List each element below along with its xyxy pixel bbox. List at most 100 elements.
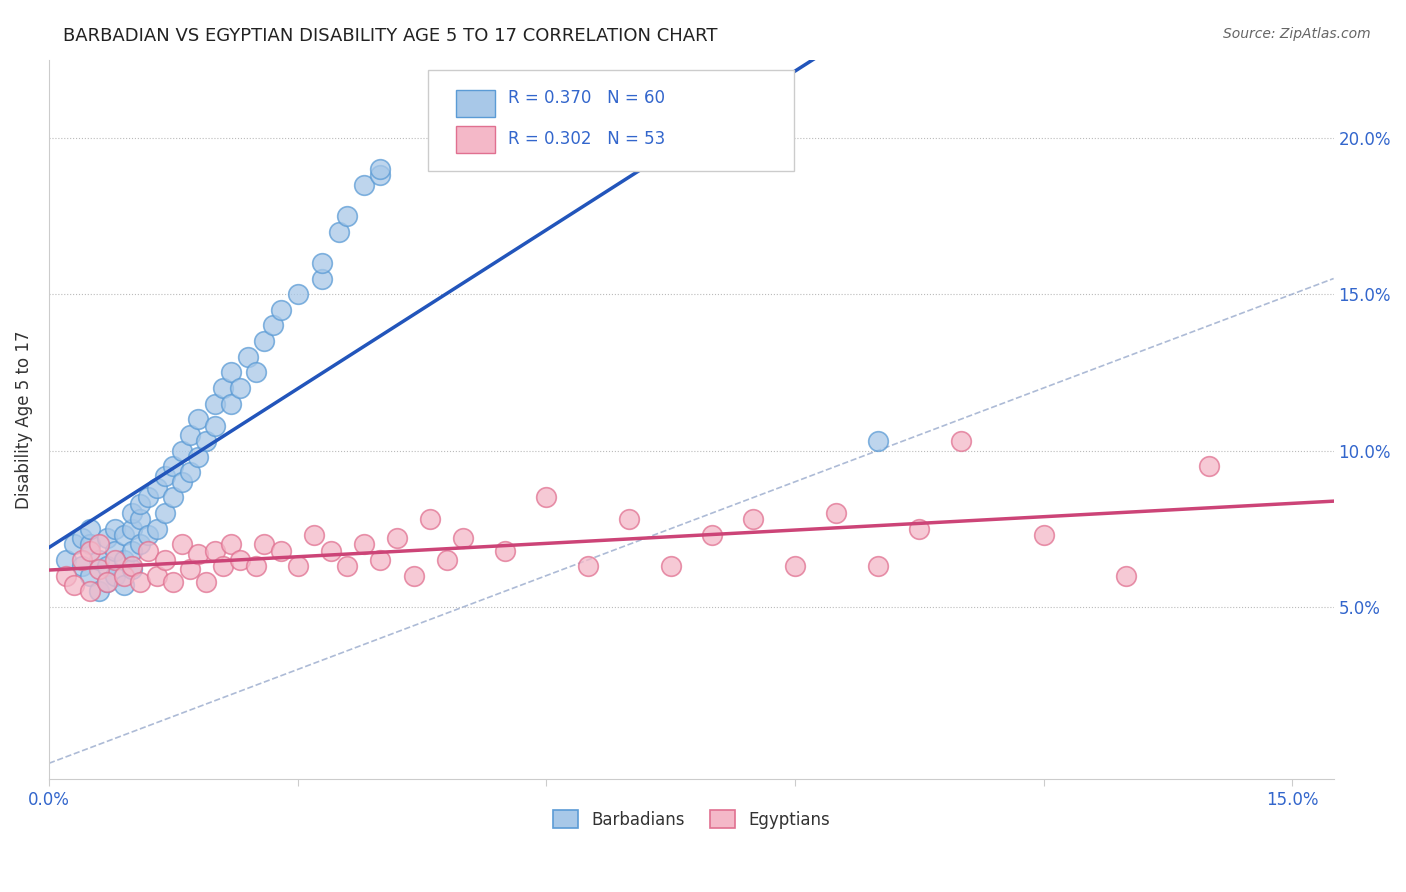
Point — [170, 475, 193, 489]
FancyBboxPatch shape — [427, 70, 794, 171]
Text: BARBADIAN VS EGYPTIAN DISABILITY AGE 5 TO 17 CORRELATION CHART: BARBADIAN VS EGYPTIAN DISABILITY AGE 5 T… — [63, 27, 718, 45]
Point — [783, 559, 806, 574]
Point — [112, 528, 135, 542]
Point — [121, 559, 143, 574]
Point — [153, 506, 176, 520]
Y-axis label: Disability Age 5 to 17: Disability Age 5 to 17 — [15, 330, 32, 508]
Point — [221, 365, 243, 379]
Point — [221, 537, 243, 551]
Point — [153, 553, 176, 567]
Point — [145, 481, 167, 495]
Point — [55, 553, 77, 567]
Point — [129, 574, 152, 589]
Point — [245, 365, 267, 379]
Point — [129, 537, 152, 551]
Point — [236, 350, 259, 364]
Point — [825, 506, 848, 520]
Point — [121, 543, 143, 558]
FancyBboxPatch shape — [456, 90, 495, 117]
Point — [112, 578, 135, 592]
Point — [1115, 568, 1137, 582]
Point — [866, 559, 889, 574]
Point — [162, 574, 184, 589]
Point — [96, 574, 118, 589]
Point — [370, 162, 392, 177]
Point — [328, 225, 350, 239]
Point — [55, 568, 77, 582]
Point — [121, 522, 143, 536]
Point — [908, 522, 931, 536]
Point — [311, 256, 333, 270]
Point — [138, 491, 160, 505]
Point — [436, 553, 458, 567]
Point — [576, 559, 599, 574]
Point — [1032, 528, 1054, 542]
Point — [129, 497, 152, 511]
Point — [162, 459, 184, 474]
Point — [370, 169, 392, 183]
Point — [138, 528, 160, 542]
Point — [79, 537, 101, 551]
Point — [353, 178, 375, 192]
Text: Source: ZipAtlas.com: Source: ZipAtlas.com — [1223, 27, 1371, 41]
Point — [121, 562, 143, 576]
Point — [63, 537, 86, 551]
Point — [402, 568, 425, 582]
Point — [70, 531, 93, 545]
Point — [104, 568, 127, 582]
Point — [87, 584, 110, 599]
Point — [138, 543, 160, 558]
Point — [353, 537, 375, 551]
Point — [104, 543, 127, 558]
Point — [253, 537, 276, 551]
Point — [253, 334, 276, 348]
Point — [129, 512, 152, 526]
Point — [494, 543, 516, 558]
Point — [112, 568, 135, 582]
Point — [96, 574, 118, 589]
Point — [659, 559, 682, 574]
Point — [617, 512, 640, 526]
Point — [742, 512, 765, 526]
Point — [87, 553, 110, 567]
Point — [112, 553, 135, 567]
Point — [336, 559, 359, 574]
Point — [370, 553, 392, 567]
Point — [385, 531, 408, 545]
Point — [212, 559, 235, 574]
Point — [96, 531, 118, 545]
Text: R = 0.302   N = 53: R = 0.302 N = 53 — [508, 129, 665, 148]
Point — [104, 522, 127, 536]
Point — [179, 562, 201, 576]
Point — [79, 584, 101, 599]
Point — [195, 574, 218, 589]
Point — [287, 287, 309, 301]
Point — [121, 506, 143, 520]
Point — [145, 568, 167, 582]
Point — [187, 450, 209, 464]
Text: R = 0.370   N = 60: R = 0.370 N = 60 — [508, 88, 665, 107]
Point — [195, 434, 218, 449]
Point — [1198, 459, 1220, 474]
Point — [204, 396, 226, 410]
Point — [419, 512, 441, 526]
Point — [187, 547, 209, 561]
Point — [204, 543, 226, 558]
Point — [96, 559, 118, 574]
Point — [311, 271, 333, 285]
Point — [302, 528, 325, 542]
Point — [204, 418, 226, 433]
Point — [228, 381, 250, 395]
Point — [212, 381, 235, 395]
Legend: Barbadians, Egyptians: Barbadians, Egyptians — [546, 804, 837, 835]
Point — [70, 559, 93, 574]
Point — [153, 468, 176, 483]
Point — [187, 412, 209, 426]
Point — [179, 466, 201, 480]
Point — [79, 568, 101, 582]
Point — [179, 428, 201, 442]
Point — [270, 543, 292, 558]
Point — [79, 543, 101, 558]
Point — [262, 318, 284, 333]
Point — [79, 522, 101, 536]
